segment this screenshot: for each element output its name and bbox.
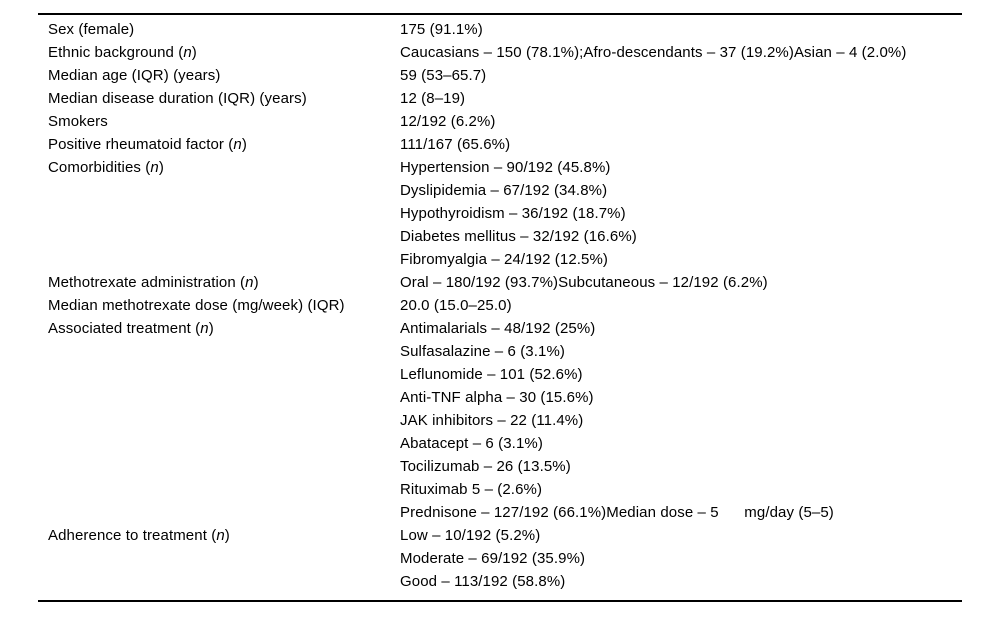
value-line: 12 (8–19) — [400, 90, 466, 107]
row-label: Adherence to treatment (n) — [48, 524, 400, 547]
value-line: Abatacept – 6 (3.1%) — [400, 435, 543, 452]
row-values-cell: Low – 10/192 (5.2%) Moderate – 69/192 (35… — [400, 524, 962, 593]
value-line: Anti-TNF alpha – 30 (15.6%) — [400, 389, 594, 406]
label-text: ) — [253, 274, 259, 291]
row-label: Methotrexate administration (n) — [48, 271, 400, 294]
table-row: Adherence to treatment (n) Low – 10/192 (… — [38, 524, 962, 593]
value-line: Sulfasalazine – 6 (3.1%) — [400, 343, 565, 360]
table-row: Comorbidities (n) Hypertension – 90/192 (… — [38, 156, 962, 271]
value-line: Dyslipidemia – 67/192 (34.8%) — [400, 182, 608, 199]
value-line: Hypertension – 90/192 (45.8%) — [400, 159, 611, 176]
value-line: Moderate – 69/192 (35.9%) — [400, 550, 586, 567]
row-label: Sex (female) — [48, 18, 400, 41]
row-label: Median disease duration (IQR) (years) — [48, 87, 400, 110]
value-line: Tocilizumab – 26 (13.5%) — [400, 458, 571, 475]
value-line: 175 (91.1%) — [400, 21, 483, 38]
value-line: 12/192 (6.2%) — [400, 113, 496, 130]
table-row: Methotrexate administration (n) Oral – 18… — [38, 271, 962, 294]
value-line: Oral – 180/192 (93.7%)Subcutaneous – 12/… — [400, 274, 768, 291]
label-text: Comorbidities ( — [48, 159, 151, 176]
row-label: Ethnic background (n) — [48, 41, 400, 64]
row-values-cell: 175 (91.1%) — [400, 18, 962, 41]
label-n-italic: n — [183, 44, 192, 61]
value-line: Rituximab 5 – (2.6%) — [400, 481, 543, 498]
label-text: Adherence to treatment ( — [48, 527, 217, 544]
value-line: Low – 10/192 (5.2%) — [400, 527, 541, 544]
value-line: JAK inhibitors – 22 (11.4%) — [400, 412, 584, 429]
table-row: Sex (female) 175 (91.1%) — [38, 18, 962, 41]
value-line: Hypothyroidism – 36/192 (18.7%) — [400, 205, 626, 222]
label-text: Median methotrexate dose (mg/week) (IQR) — [48, 297, 345, 314]
row-label: Positive rheumatoid factor (n) — [48, 133, 400, 156]
table-row: Median disease duration (IQR) (years) 12 … — [38, 87, 962, 110]
row-label: Smokers — [48, 110, 400, 133]
row-values-cell: 20.0 (15.0–25.0) — [400, 294, 962, 317]
label-text: Ethnic background ( — [48, 44, 184, 61]
label-text: Median age (IQR) (years) — [48, 67, 221, 84]
row-label-cell: Associated treatment (n) — [38, 317, 400, 340]
value-line: Fibromyalgia – 24/192 (12.5%) — [400, 251, 609, 268]
row-label-cell: Ethnic background (n) — [38, 41, 400, 64]
value-line: Caucasians – 150 (78.1%);Afro-descendant… — [400, 44, 907, 61]
table-row: Positive rheumatoid factor (n) 111/167 (6… — [38, 133, 962, 156]
row-values-cell: Caucasians – 150 (78.1%);Afro-descendant… — [400, 41, 962, 64]
row-label: Associated treatment (n) — [48, 317, 400, 340]
row-label-cell: Sex (female) — [38, 18, 400, 41]
label-text: Positive rheumatoid factor ( — [48, 136, 234, 153]
value-line: Leflunomide – 101 (52.6%) — [400, 366, 583, 383]
row-label-cell: Positive rheumatoid factor (n) — [38, 133, 400, 156]
label-n-italic: n — [150, 159, 159, 176]
label-text: ) — [158, 159, 164, 176]
value-line: Prednisone – 127/192 (66.1%)Median dose … — [400, 504, 834, 521]
row-label-cell: Methotrexate administration (n) — [38, 271, 400, 294]
row-values-cell: 12/192 (6.2%) — [400, 110, 962, 133]
label-text: Sex (female) — [48, 21, 135, 38]
label-text: Associated treatment ( — [48, 320, 201, 337]
table-row: Median methotrexate dose (mg/week) (IQR)… — [38, 294, 962, 317]
row-label: Median methotrexate dose (mg/week) (IQR) — [48, 294, 400, 317]
row-values-cell: 12 (8–19) — [400, 87, 962, 110]
value-line: 111/167 (65.6%) — [400, 136, 511, 153]
patient-characteristics-table: Sex (female) 175 (91.1%) Ethnic background… — [38, 13, 962, 602]
value-line: Good – 113/192 (58.8%) — [400, 573, 566, 590]
row-label: Comorbidities (n) — [48, 156, 400, 179]
label-text: ) — [224, 527, 230, 544]
row-label: Median age (IQR) (years) — [48, 64, 400, 87]
label-n-italic: n — [216, 527, 225, 544]
row-values-cell: Antimalarials – 48/192 (25%) Sulfasalazin… — [400, 317, 962, 524]
row-label-cell: Smokers — [38, 110, 400, 133]
label-n-italic: n — [245, 274, 254, 291]
value-line: 20.0 (15.0–25.0) — [400, 297, 512, 314]
label-text: Methotrexate administration ( — [48, 274, 246, 291]
value-line: Diabetes mellitus – 32/192 (16.6%) — [400, 228, 637, 245]
label-text: ) — [208, 320, 214, 337]
value-line: Antimalarials – 48/192 (25%) — [400, 320, 596, 337]
row-label-cell: Median methotrexate dose (mg/week) (IQR) — [38, 294, 400, 317]
table-row: Median age (IQR) (years) 59 (53–65.7) — [38, 64, 962, 87]
label-n-italic: n — [200, 320, 209, 337]
row-label-cell: Comorbidities (n) — [38, 156, 400, 179]
value-line: 59 (53–65.7) — [400, 67, 487, 84]
label-n-italic: n — [233, 136, 242, 153]
label-text: ) — [241, 136, 247, 153]
row-label-cell: Adherence to treatment (n) — [38, 524, 400, 547]
row-values-cell: Hypertension – 90/192 (45.8%) Dyslipidemi… — [400, 156, 962, 271]
table-row: Ethnic background (n) Caucasians – 150 (7… — [38, 41, 962, 64]
label-text: Smokers — [48, 113, 108, 130]
row-label-cell: Median age (IQR) (years) — [38, 64, 400, 87]
table-row: Associated treatment (n) Antimalarials – … — [38, 317, 962, 524]
row-values-cell: 111/167 (65.6%) — [400, 133, 962, 156]
row-label-cell: Median disease duration (IQR) (years) — [38, 87, 400, 110]
row-values-cell: 59 (53–65.7) — [400, 64, 962, 87]
label-text: Median disease duration (IQR) (years) — [48, 90, 307, 107]
table-row: Smokers 12/192 (6.2%) — [38, 110, 962, 133]
label-text: ) — [191, 44, 197, 61]
row-values-cell: Oral – 180/192 (93.7%)Subcutaneous – 12/… — [400, 271, 962, 294]
